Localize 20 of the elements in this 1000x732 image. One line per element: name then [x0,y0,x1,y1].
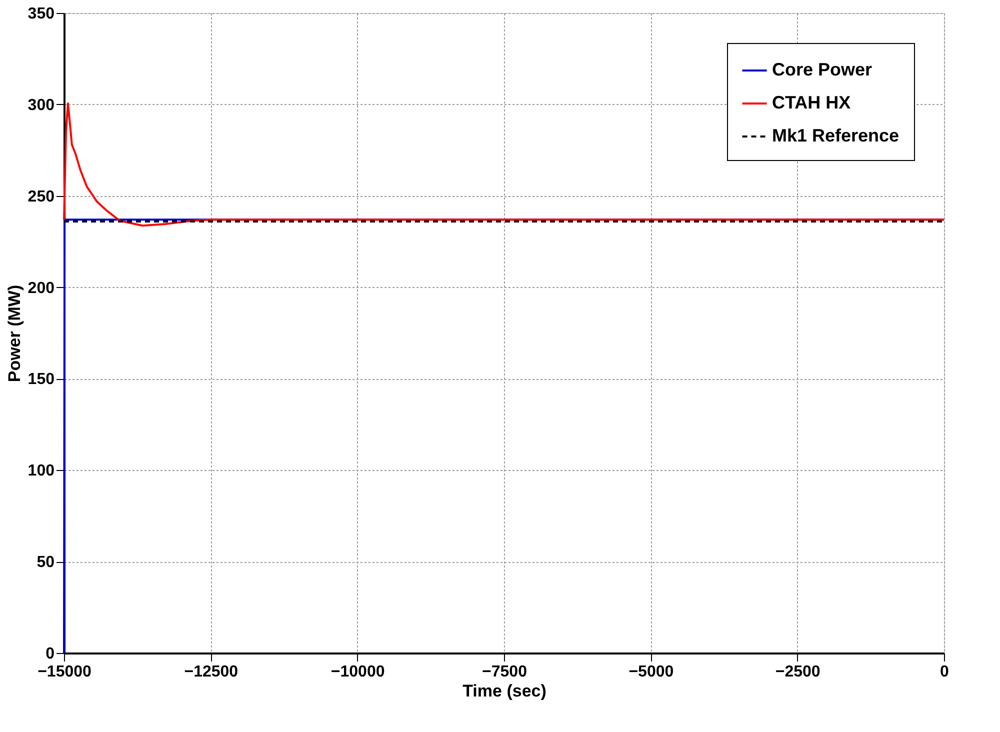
legend-label: CTAH HX [772,92,851,112]
y-tick-label: 300 [28,96,55,114]
x-tick-label: −7500 [482,664,528,680]
y-tick-label: 150 [28,371,55,388]
y-tick-label: 250 [28,188,55,206]
y-tick-label: 100 [28,462,55,480]
x-axis-title: Time (sec) [462,682,546,700]
x-tick-label: −12500 [184,664,238,680]
x-tick-label: −10000 [330,664,385,680]
x-tick-label: 0 [940,664,950,680]
y-axis-title: Power (MW) [4,284,24,382]
x-tick-label: −15000 [38,664,92,680]
legend-label: Mk1 Reference [772,126,900,146]
y-tick-label: 0 [46,646,55,662]
y-tick-label: 350 [28,6,55,22]
x-tick-label: −2500 [775,664,820,680]
x-tick-label: −5000 [628,664,674,680]
y-tick-label: 50 [36,554,55,572]
legend-label: Core Power [772,60,872,80]
y-tick-label: 200 [28,280,55,297]
